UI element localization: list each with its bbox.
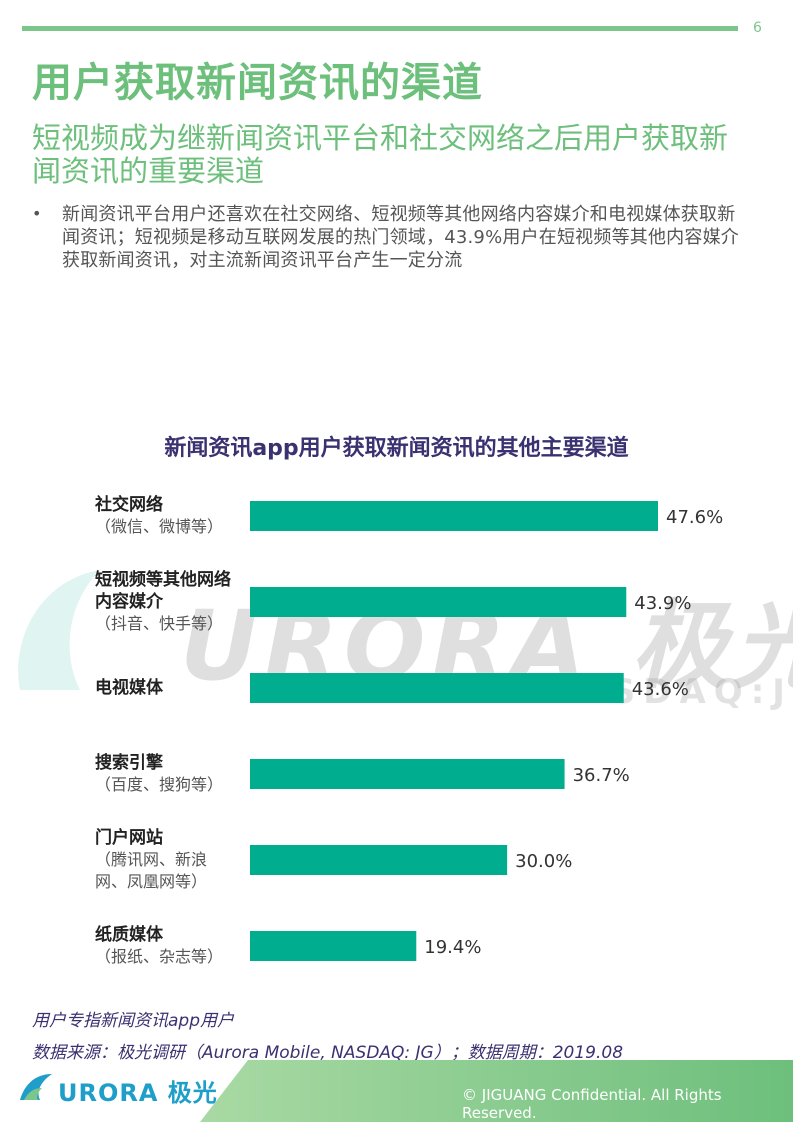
bar-3: [250, 759, 565, 789]
category-label-1: 短视频等其他网络 内容媒介 （抖音、快手等）: [95, 569, 255, 635]
bar-0: [250, 501, 658, 531]
bar-2: [250, 673, 624, 703]
bar-value-label-4: 30.0%: [515, 851, 572, 872]
bar-value-label-1: 43.9%: [634, 593, 691, 614]
bar-value-label-3: 36.7%: [573, 765, 630, 786]
bar-value-label-2: 43.6%: [632, 679, 689, 700]
data-source: 数据来源：极光调研（Aurora Mobile, NASDAQ: JG）；数据周…: [32, 1043, 624, 1063]
bar-4: [250, 845, 508, 875]
bar-1: [250, 587, 627, 617]
bullet-text: 新闻资讯平台用户还喜欢在社交网络、短视频等其他网络内容媒介和电视媒体获取新闻资讯…: [62, 204, 739, 271]
category-name: 社交网络: [95, 495, 163, 515]
aurora-logo-icon: [20, 1074, 52, 1100]
footer-band: [200, 1060, 793, 1122]
category-label-2: 电视媒体: [95, 677, 255, 699]
category-label-5: 纸质媒体 （报纸、杂志等）: [95, 924, 255, 968]
page-number: 6: [753, 20, 762, 36]
bar-value-label-5: 19.4%: [424, 937, 481, 958]
category-examples: （腾讯网、新浪 网、凤凰网等）: [95, 850, 208, 891]
category-label-3: 搜索引擎 （百度、搜狗等）: [95, 752, 255, 796]
category-name: 门户网站: [95, 828, 163, 848]
bullet-icon: •: [32, 204, 42, 223]
page-title: 用户获取新闻资讯的渠道: [32, 60, 483, 106]
footer-logo-text: URORA 极光: [58, 1079, 218, 1107]
category-label-0: 社交网络 （微信、微博等）: [95, 494, 255, 538]
aurora-swoosh-watermark: [18, 570, 100, 690]
category-examples: （百度、搜狗等）: [95, 775, 224, 794]
category-label-4: 门户网站 （腾讯网、新浪 网、凤凰网等）: [95, 827, 255, 893]
category-name: 电视媒体: [95, 678, 163, 698]
bar-value-label-0: 47.6%: [666, 507, 723, 528]
page-subtitle: 短视频成为继新闻资讯平台和社交网络之后用户获取新闻资讯的重要渠道: [32, 121, 729, 188]
footnote: 用户专指新闻资讯app用户: [32, 1011, 234, 1031]
category-examples: （报纸、杂志等）: [95, 947, 224, 966]
category-examples: （抖音、快手等）: [95, 614, 224, 633]
chart-title: 新闻资讯app用户获取新闻资讯的其他主要渠道: [164, 436, 629, 461]
bar-chart: 47.6% 43.9% 43.6% 36.7% 30.0% 19.4%: [250, 501, 723, 961]
category-name: 短视频等其他网络 内容媒介: [95, 570, 231, 612]
category-examples: （微信、微博等）: [95, 517, 224, 536]
category-name: 纸质媒体: [95, 925, 163, 945]
bar-5: [250, 931, 417, 961]
category-name: 搜索引擎: [95, 753, 163, 773]
footer-copyright: © JIGUANG Confidential. All Rights Reser…: [462, 1086, 722, 1122]
top-rule: [22, 26, 738, 31]
